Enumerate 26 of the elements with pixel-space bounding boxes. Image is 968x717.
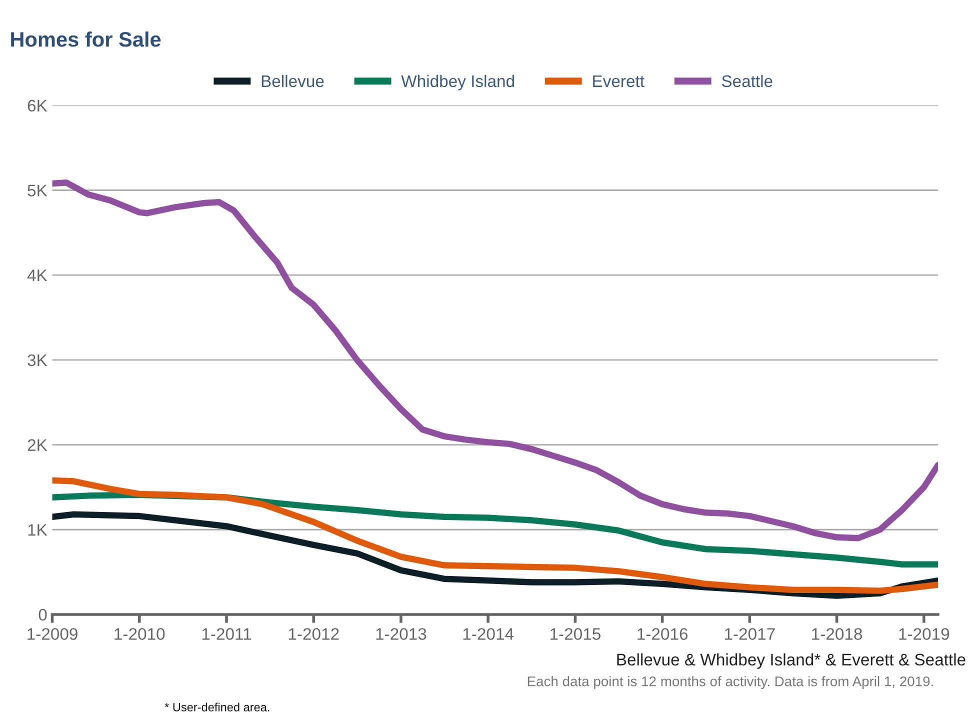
x-tick-label: 1-2011 [202, 628, 252, 640]
legend-label: Seattle [722, 74, 772, 88]
y-tick-label: 1K [28, 524, 48, 536]
legend-label: Everett [593, 75, 644, 88]
x-tick-label: 1-2016 [638, 628, 688, 640]
x-tick-label: 1-2018 [812, 628, 862, 640]
text: * User-defined area. [164, 702, 270, 712]
legend-label: Whidbey Island [401, 74, 514, 90]
text: Each data point is 12 months of activity. Data is from April 1, 2019. [528, 676, 933, 690]
y-tick-label: 4K [27, 270, 48, 282]
y-tick-label: 6K [28, 100, 48, 112]
x-tick-label: 1-2013 [376, 628, 426, 640]
x-tick-label: 1-2017 [725, 628, 775, 640]
x-tick-label: 1-2014 [463, 628, 514, 640]
x-tick-label: 1-2012 [288, 628, 339, 640]
chart-title: Homes for Sale [11, 32, 161, 47]
text: Bellevue & Whidbey Island* & Everett & Seattle [617, 653, 966, 669]
x-tick-label: 1-2015 [550, 628, 600, 640]
legend-label: Bellevue [262, 74, 324, 88]
y-tick-label: 3K [28, 354, 48, 366]
y-tick-label: 2K [28, 439, 48, 451]
x-tick-label: 1-2010 [114, 628, 165, 640]
y-tick-label: 5K [28, 184, 48, 196]
x-tick-label: 1-2019 [899, 628, 950, 640]
x-tick-label: 1-2009 [28, 628, 78, 640]
y-tick-label: 0 [38, 608, 47, 621]
